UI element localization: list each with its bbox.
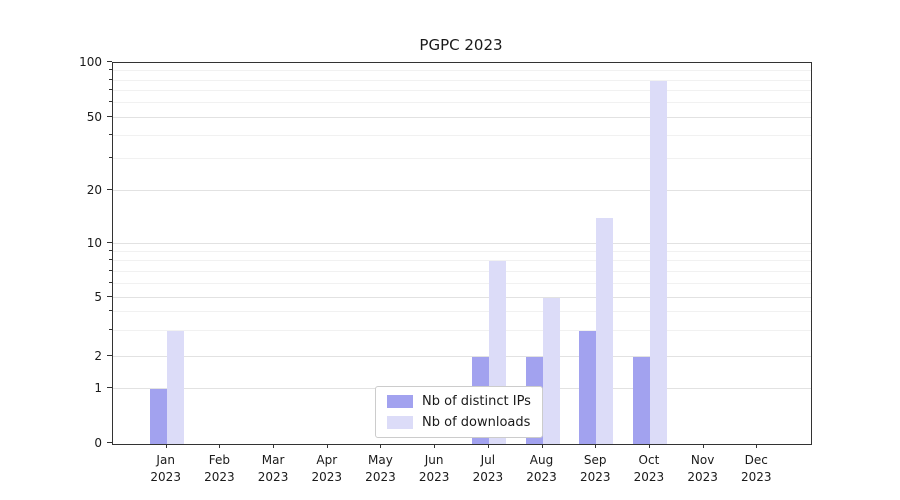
y-minor-tick-mark [109, 329, 112, 330]
y-minor-tick-mark [109, 259, 112, 261]
legend-label-downloads: Nb of downloads [422, 415, 531, 430]
bar-downloads-oct [649, 80, 667, 444]
minor-gridline [113, 270, 811, 272]
x-tick-label: Feb 2023 [204, 453, 235, 484]
x-tick-mark [326, 444, 328, 448]
x-tick-label: Dec 2023 [741, 453, 772, 484]
y-minor-tick-mark [109, 269, 112, 271]
y-tick-mark [107, 387, 112, 389]
y-minor-tick-mark [109, 89, 112, 91]
y-tick-label: 0 [94, 436, 102, 450]
minor-gridline [113, 157, 811, 159]
minor-gridline [113, 90, 811, 92]
x-tick-mark [273, 444, 275, 448]
x-tick-label: Oct 2023 [633, 453, 665, 484]
y-tick-label: 20 [86, 183, 102, 198]
minor-gridline [113, 134, 811, 136]
y-tick-mark [107, 115, 112, 117]
y-minor-tick-mark [109, 156, 112, 158]
bar-downloads-jan [166, 331, 184, 444]
plot-area: Nb of distinct IPs Nb of downloads [112, 62, 812, 445]
legend-swatch-distinct-ips [387, 395, 413, 408]
minor-gridline [113, 102, 811, 104]
y-minor-tick-mark [109, 69, 112, 71]
x-tick-label: Nov 2023 [687, 453, 718, 484]
y-tick-label: 100 [79, 55, 102, 69]
minor-gridline [113, 260, 811, 262]
y-minor-tick-mark [109, 310, 112, 312]
y-minor-tick-mark [109, 133, 112, 135]
y-minor-tick-mark [109, 78, 112, 80]
bar-distinct-ips-oct [632, 357, 650, 444]
minor-gridline [113, 311, 811, 313]
y-tick-mark [107, 442, 112, 443]
x-tick-label: Jun 2023 [418, 453, 450, 484]
x-tick-mark [219, 444, 221, 448]
minor-gridline [113, 79, 811, 81]
x-tick-mark [595, 444, 597, 448]
x-tick-mark [756, 444, 758, 448]
legend-label-distinct-ips: Nb of distinct IPs [422, 394, 531, 409]
x-tick-mark [648, 444, 650, 448]
major-gridline [113, 242, 811, 244]
x-tick-label: Jan 2023 [150, 453, 181, 484]
y-axis: 0 1 2 5 10 20 50 100 [0, 55, 112, 450]
major-gridline [113, 116, 811, 118]
bar-downloads-aug [542, 298, 560, 444]
y-tick-mark [107, 355, 112, 357]
y-minor-tick-mark [109, 281, 112, 283]
legend-item-distinct-ips: Nb of distinct IPs [387, 394, 531, 409]
x-axis: Jan 2023 Feb 2023 Mar 2023 Apr 2023 May 2023 Jun 20… [112, 443, 812, 495]
legend-item-downloads: Nb of downloads [387, 415, 531, 430]
y-tick-label: 5 [94, 290, 102, 305]
y-tick-mark [107, 189, 112, 191]
x-tick-mark [380, 444, 382, 448]
legend-swatch-downloads [387, 416, 413, 429]
y-tick-mark [107, 296, 112, 298]
x-tick-label: Mar 2023 [257, 453, 289, 484]
major-gridline [113, 297, 811, 299]
y-tick-mark [107, 61, 112, 62]
y-minor-tick-mark [109, 101, 112, 103]
x-tick-mark [165, 444, 167, 448]
bar-downloads-sep [596, 218, 614, 444]
major-gridline [113, 356, 811, 358]
minor-gridline [113, 330, 811, 331]
x-tick-mark [541, 444, 543, 448]
minor-gridline [113, 282, 811, 284]
x-tick-mark [434, 444, 436, 448]
bar-distinct-ips-sep [579, 331, 597, 444]
x-tick-mark [487, 444, 489, 448]
x-tick-label: Apr 2023 [311, 453, 343, 484]
x-tick-label: Aug 2023 [526, 453, 557, 484]
y-tick-label: 10 [86, 235, 102, 250]
bar-distinct-ips-jan [149, 389, 167, 444]
legend: Nb of distinct IPs Nb of downloads [375, 386, 543, 438]
y-tick-mark [107, 241, 112, 243]
y-tick-label: 2 [94, 349, 102, 364]
minor-gridline [113, 251, 811, 253]
major-gridline [113, 190, 811, 192]
x-tick-label: Jul 2023 [472, 453, 504, 484]
x-tick-mark [702, 444, 704, 448]
y-tick-label: 50 [86, 109, 102, 124]
minor-gridline [113, 70, 811, 72]
y-minor-tick-mark [109, 250, 112, 252]
x-tick-label: May 2023 [365, 453, 396, 484]
x-tick-label: Sep 2023 [579, 453, 611, 484]
y-tick-label: 1 [94, 381, 102, 396]
chart-title: PGPC 2023 [419, 36, 503, 54]
